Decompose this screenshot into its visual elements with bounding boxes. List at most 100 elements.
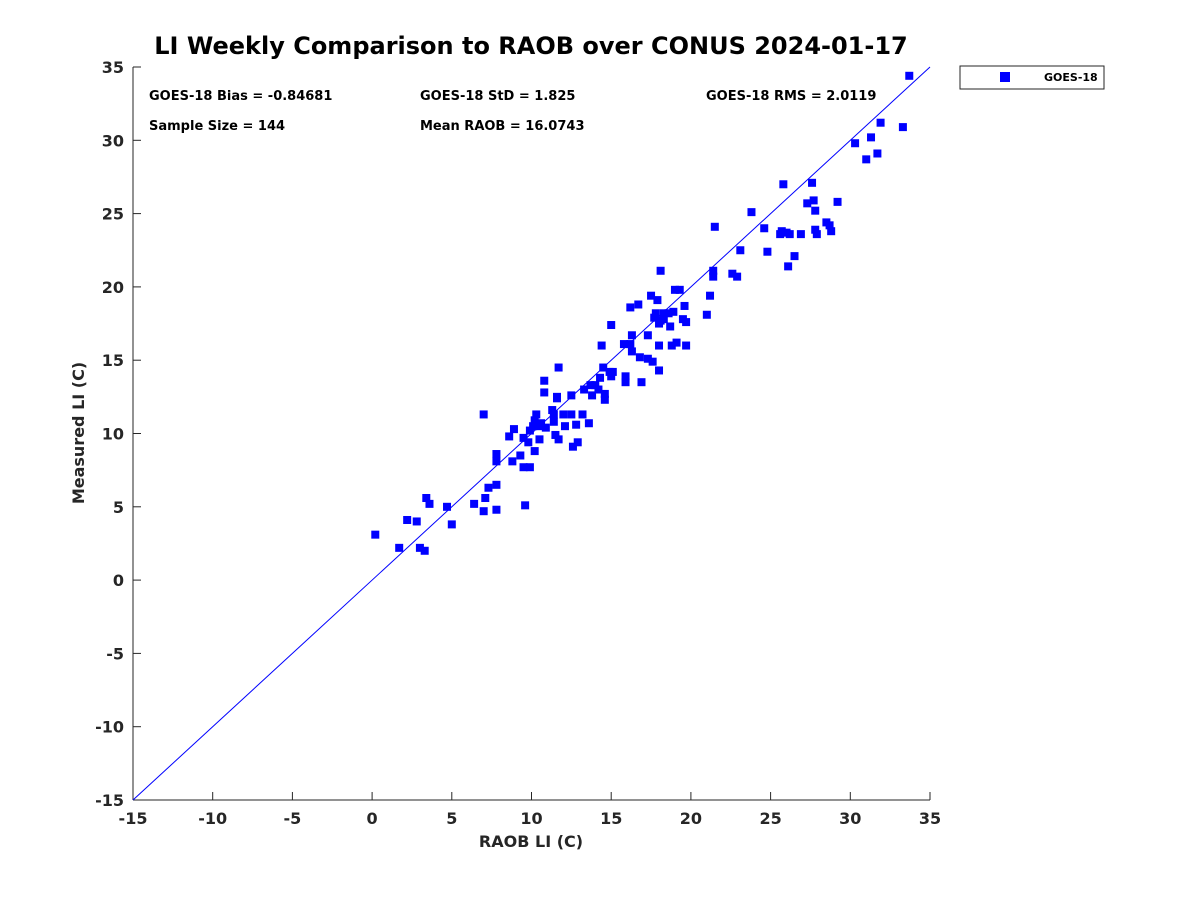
- data-point: [412, 517, 421, 526]
- data-point: [572, 420, 581, 429]
- data-point: [763, 247, 772, 256]
- data-point: [905, 71, 914, 80]
- data-point: [867, 133, 876, 142]
- data-point: [785, 230, 794, 239]
- data-point: [443, 502, 452, 511]
- data-point: [682, 318, 691, 327]
- y-tick-label: -5: [106, 644, 124, 663]
- y-tick-label: -10: [95, 718, 124, 737]
- data-point: [607, 321, 616, 330]
- data-point: [627, 347, 636, 356]
- data-point: [675, 285, 684, 294]
- data-point: [479, 410, 488, 419]
- x-tick-label: 15: [600, 809, 622, 828]
- data-point: [811, 206, 820, 215]
- stat-mean-raob: Mean RAOB = 16.0743: [420, 119, 585, 134]
- legend-marker-square: [1000, 72, 1010, 82]
- data-point: [862, 155, 871, 164]
- data-point: [425, 499, 434, 508]
- y-tick-label: 15: [102, 351, 124, 370]
- data-point: [833, 197, 842, 206]
- data-point: [549, 417, 558, 426]
- data-point: [811, 225, 820, 234]
- data-point: [825, 221, 834, 230]
- data-point: [728, 269, 737, 278]
- data-point: [554, 363, 563, 372]
- data-point: [479, 507, 488, 516]
- data-point: [760, 224, 769, 233]
- data-point: [637, 378, 646, 387]
- y-axis-label: Measured LI (C): [69, 362, 88, 504]
- x-axis-label: RAOB LI (C): [479, 832, 583, 851]
- data-point: [420, 546, 429, 555]
- data-point: [597, 341, 606, 350]
- data-point: [532, 410, 541, 419]
- data-point: [898, 123, 907, 132]
- data-points: [371, 71, 914, 555]
- data-point: [519, 463, 528, 472]
- data-point: [492, 505, 501, 514]
- y-tick-label: 35: [102, 58, 124, 77]
- data-point: [492, 480, 501, 489]
- data-point: [682, 341, 691, 350]
- data-point: [647, 291, 656, 300]
- x-tick-label: 25: [759, 809, 781, 828]
- x-tick-label: 5: [446, 809, 457, 828]
- data-point: [578, 410, 587, 419]
- data-point: [580, 385, 589, 394]
- data-point: [706, 291, 715, 300]
- data-point: [505, 432, 514, 441]
- data-point: [508, 457, 517, 466]
- data-point: [873, 149, 882, 158]
- data-point: [537, 419, 546, 428]
- data-point: [627, 331, 636, 340]
- data-point: [509, 425, 518, 434]
- stat-sample-size: Sample Size = 144: [149, 119, 285, 134]
- data-point: [481, 494, 490, 503]
- data-point: [584, 419, 593, 428]
- data-point: [516, 451, 525, 460]
- data-point: [594, 385, 603, 394]
- data-point: [535, 435, 544, 444]
- data-point: [484, 483, 493, 492]
- data-point: [586, 381, 595, 390]
- data-point: [548, 406, 557, 415]
- data-point: [809, 196, 818, 205]
- data-point: [549, 410, 558, 419]
- data-point: [876, 118, 885, 127]
- data-point: [422, 494, 431, 503]
- data-point: [600, 395, 609, 404]
- data-point: [710, 222, 719, 231]
- x-tick-label: 30: [839, 809, 861, 828]
- data-point: [643, 354, 652, 363]
- data-point: [553, 392, 562, 401]
- data-point: [648, 357, 657, 366]
- data-point: [470, 499, 479, 508]
- data-point: [709, 272, 718, 281]
- data-point: [560, 422, 569, 431]
- y-tick-label: 30: [102, 131, 124, 150]
- chart-title: LI Weekly Comparison to RAOB over CONUS …: [154, 32, 907, 60]
- data-point: [607, 372, 616, 381]
- data-point: [525, 426, 534, 435]
- data-point: [626, 303, 635, 312]
- data-point: [573, 438, 582, 447]
- data-point: [784, 262, 793, 271]
- data-point: [492, 457, 501, 466]
- data-point: [540, 388, 549, 397]
- data-point: [395, 543, 404, 552]
- data-point: [371, 530, 380, 539]
- x-tick-label: -15: [119, 809, 148, 828]
- data-point: [608, 367, 617, 376]
- data-point: [651, 309, 660, 318]
- data-point: [656, 266, 665, 275]
- data-point: [667, 341, 676, 350]
- data-point: [591, 381, 600, 390]
- stat-std: GOES-18 StD = 1.825: [420, 89, 575, 104]
- data-point: [621, 378, 630, 387]
- data-point: [669, 307, 678, 316]
- data-point: [779, 180, 788, 189]
- data-point: [525, 463, 534, 472]
- data-point: [567, 410, 576, 419]
